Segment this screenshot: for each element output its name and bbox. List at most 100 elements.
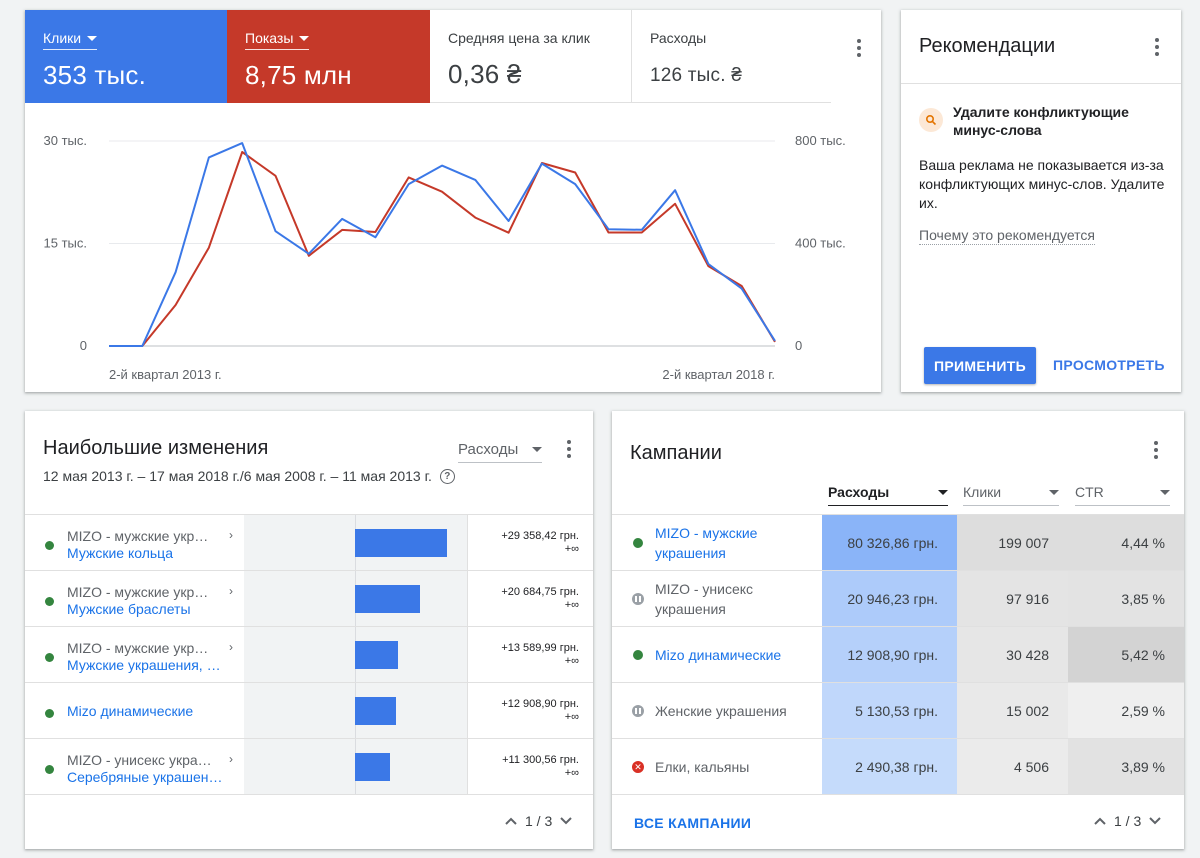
campaigns-card: Кампании Расходы Клики CTR MIZO - мужски… [612, 411, 1184, 849]
biggest-changes-card: Наибольшие изменения Расходы 12 мая 2013… [25, 411, 593, 849]
list-item[interactable]: MIZO - мужские укра… › Мужские кольца +29 3… [25, 515, 593, 571]
recommendations-title: Рекомендации [919, 35, 1056, 57]
left-axis-tick: 15 тыс. [44, 236, 87, 251]
performance-chart: 0 0 15 тыс. 400 тыс. 30 тыс. 800 тыс. 2-й квар… [44, 133, 846, 382]
change-value: +13 589,99 грн. [501, 642, 579, 654]
campaigns-pager: 1 / 3 [1092, 813, 1163, 829]
campaign-name[interactable]: MIZO - мужские украшения [655, 524, 758, 561]
metric-avg-cpc[interactable]: Средняя цена за клик 0,36 ₴ [430, 10, 632, 103]
list-item[interactable]: Mizo динамические +12 908,90 грн. +∞ [25, 683, 593, 739]
dropdown-caret-icon [299, 35, 310, 41]
status-active-icon [45, 541, 54, 550]
ctr-cell: 2,59 % [1068, 683, 1184, 738]
campaign-name: MIZO - мужские укра… [67, 528, 215, 544]
chevron-right-icon: › [229, 584, 233, 598]
ad-group-link[interactable]: Серебряные украшен… [67, 769, 223, 785]
chevron-down-icon[interactable] [1147, 813, 1163, 829]
cost-cell: 80 326,86 грн. [822, 515, 957, 570]
ad-group-link[interactable]: Мужские украшения, … [67, 657, 221, 673]
metric-impressions[interactable]: Показы 8,75 млн [227, 10, 430, 103]
apply-button[interactable]: ПРИМЕНИТЬ [924, 347, 1036, 384]
chevron-down-icon[interactable] [558, 813, 574, 829]
metric-clicks[interactable]: Клики 353 тыс. [25, 10, 227, 103]
metric-impressions-value: 8,75 млн [245, 60, 352, 90]
list-item[interactable]: MIZO - мужские укра… › Мужские браслеты +20… [25, 571, 593, 627]
status-active-icon [45, 765, 54, 774]
metric-dropdown[interactable]: Расходы [458, 441, 542, 463]
x-axis-tick: 2-й квартал 2013 г. [109, 367, 222, 382]
dropdown-caret-icon [87, 35, 98, 41]
column-cost[interactable]: Расходы [828, 484, 948, 506]
help-icon[interactable]: ? [439, 468, 455, 484]
table-row[interactable]: Mizo динамические 12 908,90 грн. 30 428 5,4… [612, 627, 1184, 683]
left-axis-tick: 0 [80, 338, 87, 353]
campaigns-title: Кампании [630, 442, 722, 464]
ad-group-link[interactable]: Мужские браслеты [67, 601, 191, 617]
table-row[interactable]: Женские украшения 5 130,53 грн. 15 002 2,59… [612, 683, 1184, 739]
chevron-up-icon[interactable] [1092, 813, 1108, 829]
metric-avg-cpc-label: Средняя цена за клик [448, 30, 590, 46]
campaign-link[interactable]: Mizo динамические [67, 703, 194, 719]
change-bar-track [244, 739, 467, 794]
why-recommended-link[interactable]: Почему это рекомендуется [919, 227, 1096, 245]
dropdown-caret-icon [532, 447, 542, 452]
change-value: +12 908,90 грн. [501, 698, 579, 710]
cost-cell: 5 130,53 грн. [822, 683, 957, 738]
metric-impressions-label[interactable]: Показы [245, 30, 310, 50]
page-indicator: 1 / 3 [525, 813, 553, 829]
change-bar-track [244, 515, 467, 570]
more-options-icon[interactable] [847, 36, 871, 60]
search-icon [919, 108, 943, 132]
ad-group-link[interactable]: Мужские кольца [67, 545, 173, 561]
change-bar [355, 529, 447, 557]
change-value: +29 358,42 грн. [501, 530, 579, 542]
campaign-name: Женские украшения [655, 702, 787, 719]
more-options-icon[interactable] [1145, 35, 1169, 59]
left-axis-tick: 30 тыс. [44, 133, 87, 148]
sort-caret-icon [938, 489, 948, 495]
table-row[interactable]: ✕ Елки, кальяны 2 490,38 грн. 4 506 3,89 % [612, 739, 1184, 795]
table-row[interactable]: MIZO - унисекс украшения 20 946,23 грн. 97… [612, 571, 1184, 627]
change-percent: +∞ [564, 711, 579, 723]
campaign-name: MIZO - унисекс укра… [67, 752, 212, 768]
all-campaigns-link[interactable]: ВСЕ КАМПАНИИ [634, 815, 752, 831]
campaign-name: MIZO - унисекс украшения [655, 580, 754, 617]
campaign-name: MIZO - мужские укра… [67, 640, 215, 656]
table-row[interactable]: MIZO - мужские украшения 80 326,86 грн. 19… [612, 515, 1184, 571]
status-active-icon [45, 709, 54, 718]
metric-cost-label: Расходы [650, 30, 707, 46]
column-ctr[interactable]: CTR [1075, 484, 1170, 506]
list-item[interactable]: MIZO - мужские укра… › Мужские украшения, … [25, 627, 593, 683]
view-button[interactable]: ПРОСМОТРЕТЬ [1053, 357, 1165, 373]
clicks-cell: 4 506 [957, 739, 1068, 794]
change-value: +20 684,75 грн. [501, 586, 579, 598]
chevron-right-icon: › [229, 752, 233, 766]
metric-cost[interactable]: Расходы 126 тыс. ₴ [632, 10, 831, 103]
clicks-cell: 97 916 [957, 571, 1068, 626]
list-item[interactable]: MIZO - унисекс укра… › Серебряные украшен…… [25, 739, 593, 795]
recommendation-text: Ваша реклама не показывается из-за конфл… [919, 157, 1165, 211]
metric-clicks-label[interactable]: Клики [43, 30, 98, 50]
change-bar-track [244, 571, 467, 626]
chevron-up-icon[interactable] [503, 813, 519, 829]
campaign-name[interactable]: Mizo динамические [655, 646, 782, 663]
more-options-icon[interactable] [557, 437, 581, 461]
overview-card: Клики 353 тыс. Показы 8,75 млн Средняя ц… [25, 10, 881, 392]
clicks-cell: 199 007 [957, 515, 1068, 570]
metric-clicks-value: 353 тыс. [43, 60, 147, 90]
sort-caret-icon [1049, 489, 1059, 495]
right-axis-tick: 0 [795, 338, 802, 353]
status-removed-icon: ✕ [632, 761, 644, 773]
recommendations-card: Рекомендации Удалите конфликтующие минус… [901, 10, 1181, 392]
more-options-icon[interactable] [1144, 438, 1168, 462]
series-line-clicks [109, 142, 776, 347]
change-bar [355, 753, 391, 781]
campaign-name: MIZO - мужские укра… [67, 584, 215, 600]
status-active-icon [45, 653, 54, 662]
column-clicks[interactable]: Клики [963, 484, 1059, 506]
change-percent: +∞ [564, 767, 579, 779]
ctr-cell: 5,42 % [1068, 627, 1184, 682]
change-percent: +∞ [564, 599, 579, 611]
right-axis-tick: 400 тыс. [795, 236, 846, 251]
page-indicator: 1 / 3 [1114, 813, 1142, 829]
